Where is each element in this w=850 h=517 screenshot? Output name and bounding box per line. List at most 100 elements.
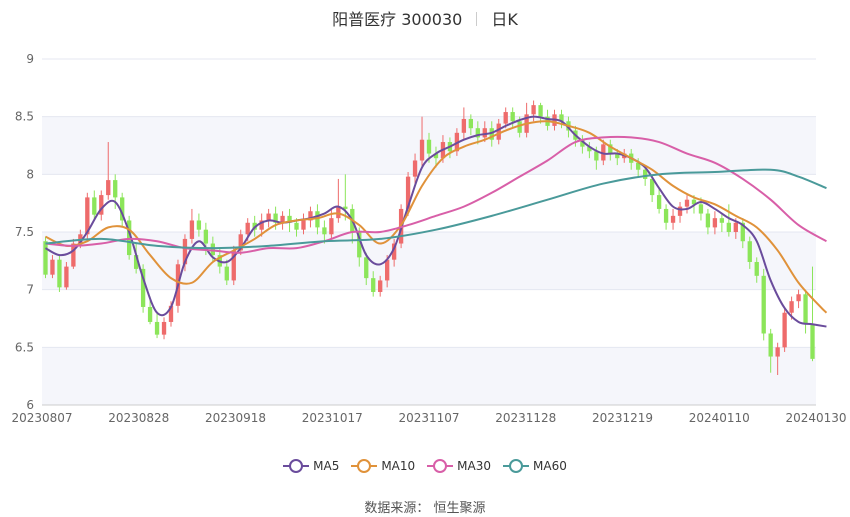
legend-item-ma30[interactable]: MA30 bbox=[427, 459, 491, 473]
candle bbox=[99, 190, 104, 221]
candle-body bbox=[649, 178, 655, 196]
candle-body bbox=[643, 169, 648, 179]
candle bbox=[50, 255, 55, 279]
candle bbox=[433, 146, 439, 168]
period-label: 日K bbox=[491, 10, 518, 29]
x-tick-label: 20231017 bbox=[302, 411, 363, 425]
candle-body bbox=[378, 280, 383, 292]
candle bbox=[120, 192, 125, 227]
candle-body bbox=[364, 257, 369, 279]
candle-body bbox=[189, 220, 195, 239]
candle-body bbox=[698, 204, 704, 214]
candle bbox=[475, 121, 480, 145]
candle bbox=[524, 102, 529, 138]
candle bbox=[489, 121, 494, 147]
candle bbox=[670, 208, 676, 230]
legend-label: MA5 bbox=[313, 459, 340, 473]
candle bbox=[601, 139, 606, 166]
legend-item-ma60[interactable]: MA60 bbox=[503, 459, 567, 473]
candle bbox=[461, 107, 467, 140]
candle-body bbox=[161, 321, 167, 335]
y-tick-label: 6.5 bbox=[15, 340, 34, 354]
candle bbox=[147, 296, 153, 325]
candle bbox=[503, 107, 508, 129]
candle-body bbox=[43, 241, 48, 275]
candle-body bbox=[412, 160, 418, 177]
candle-body bbox=[517, 121, 522, 133]
legend-item-ma5[interactable]: MA5 bbox=[283, 459, 339, 473]
candle-body bbox=[57, 259, 62, 288]
candle bbox=[684, 195, 690, 214]
candle-body bbox=[482, 128, 487, 138]
candle bbox=[57, 255, 62, 292]
candle bbox=[154, 312, 160, 339]
data-source: 数据来源： 恒生聚源 bbox=[364, 501, 486, 516]
candle-body bbox=[329, 218, 334, 235]
candle bbox=[663, 204, 669, 230]
candle-body bbox=[475, 128, 480, 138]
x-tick-label: 20230807 bbox=[11, 411, 72, 425]
grid-band bbox=[42, 232, 816, 290]
candle-body bbox=[615, 153, 620, 159]
candle bbox=[280, 211, 285, 230]
candle-body bbox=[496, 123, 501, 140]
candle bbox=[803, 289, 808, 334]
candle bbox=[378, 275, 383, 297]
legend-marker bbox=[351, 459, 378, 473]
candle-body bbox=[510, 112, 515, 122]
candle bbox=[357, 227, 362, 267]
legend-marker bbox=[283, 459, 310, 473]
x-tick-label: 20231219 bbox=[592, 411, 653, 425]
candle bbox=[608, 139, 613, 161]
candle-body bbox=[740, 222, 745, 242]
candle-body bbox=[168, 305, 174, 322]
y-tick-label: 8 bbox=[26, 167, 34, 181]
candle bbox=[336, 178, 341, 223]
candle bbox=[161, 317, 167, 340]
candle bbox=[308, 206, 313, 228]
candle-body bbox=[71, 243, 76, 267]
x-tick-label: 20231107 bbox=[398, 411, 459, 425]
candle-body bbox=[636, 162, 641, 170]
candle bbox=[71, 238, 76, 269]
candle bbox=[468, 114, 473, 136]
y-tick-label: 7.5 bbox=[15, 225, 34, 239]
candle-body bbox=[712, 218, 718, 228]
candle bbox=[106, 142, 111, 200]
legend: MA5 MA10 MA30 MA60 bbox=[0, 459, 850, 476]
candle-body bbox=[601, 144, 606, 161]
candle bbox=[761, 268, 766, 341]
candle-body bbox=[684, 199, 690, 207]
candle bbox=[364, 252, 369, 286]
candle-body bbox=[747, 241, 752, 262]
candle-body bbox=[147, 306, 153, 322]
candle bbox=[810, 266, 815, 362]
candle bbox=[712, 211, 718, 235]
x-tick-label: 20230828 bbox=[108, 411, 169, 425]
candle-body bbox=[663, 208, 669, 223]
candle bbox=[196, 213, 202, 237]
candle-body bbox=[245, 222, 250, 235]
candle-body bbox=[489, 128, 494, 140]
candle-body bbox=[385, 259, 390, 281]
candle bbox=[127, 215, 132, 260]
candle bbox=[531, 100, 536, 122]
legend-label: MA60 bbox=[533, 459, 567, 473]
x-tick-label: 20240130 bbox=[785, 411, 846, 425]
candle-body bbox=[531, 105, 536, 115]
candle bbox=[412, 153, 418, 184]
candle-body bbox=[594, 151, 599, 161]
candle-body bbox=[426, 139, 432, 154]
candle bbox=[391, 238, 397, 267]
candle bbox=[482, 121, 487, 143]
candle-body bbox=[580, 139, 585, 147]
candle-body bbox=[280, 215, 285, 223]
candle bbox=[677, 202, 683, 223]
candle bbox=[315, 204, 320, 235]
chart-title: 阳普医疗 300030 日K bbox=[0, 6, 850, 30]
candle-body bbox=[461, 118, 467, 133]
candle bbox=[775, 342, 780, 376]
candle bbox=[238, 229, 243, 256]
candle-body bbox=[322, 227, 327, 235]
legend-item-ma10[interactable]: MA10 bbox=[351, 459, 415, 473]
